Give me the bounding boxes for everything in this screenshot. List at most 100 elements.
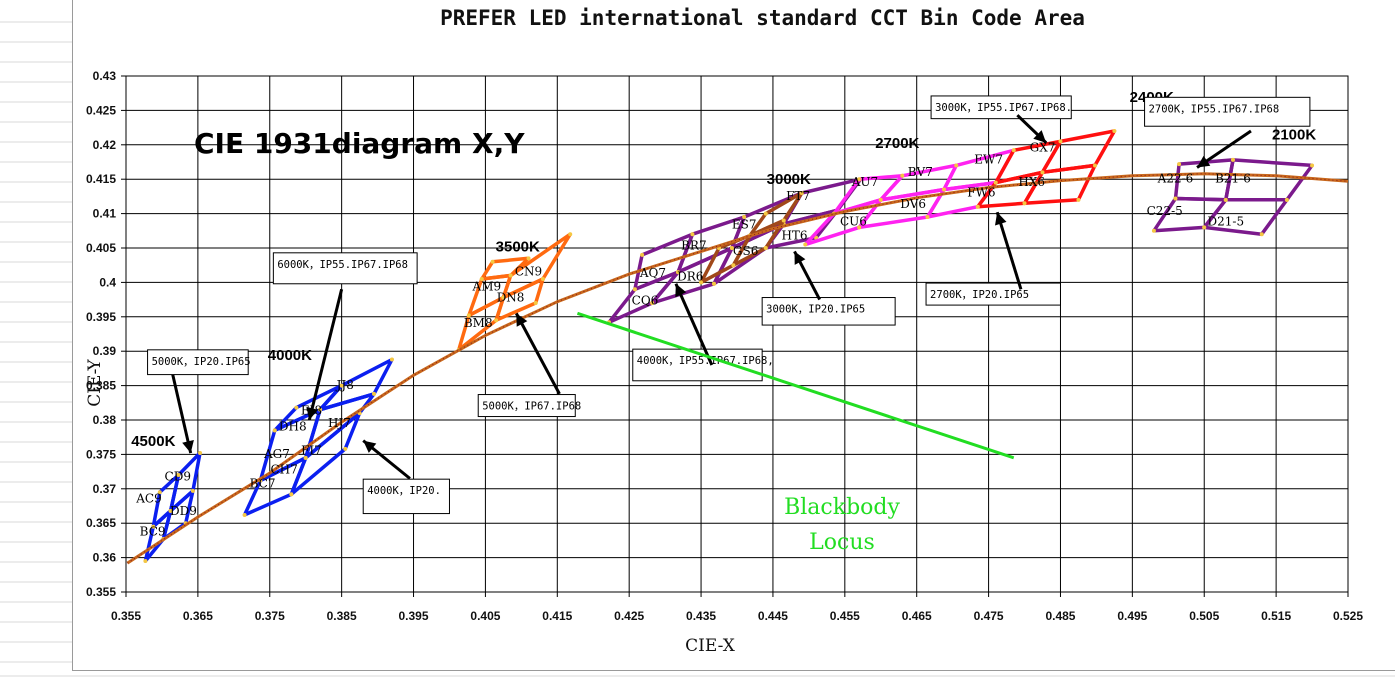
y-axis-label: CIE-Y [85, 358, 105, 406]
callout-box [362, 478, 450, 515]
bin-vertex [699, 280, 704, 285]
x-tick-label: 0.445 [758, 609, 788, 623]
bin-vertex [190, 488, 195, 493]
bin-code-label: CU6 [840, 214, 867, 228]
bin-vertex [731, 263, 736, 268]
bin-code-label: CH7 [271, 463, 298, 477]
bin-vertex [303, 455, 308, 460]
bin-vertex [479, 276, 484, 281]
bin-code-label: ES7 [732, 218, 757, 232]
bin-vertex [954, 163, 959, 168]
blackbody-locus-line [126, 172, 1349, 565]
bin-code-label: CN9 [515, 265, 542, 279]
bin-vertex [508, 273, 513, 278]
x-tick-label: 0.465 [902, 609, 932, 623]
x-tick-label: 0.425 [614, 609, 644, 623]
y-tick-label: 0.39 [93, 344, 117, 358]
callout-box [147, 349, 249, 376]
bin-vertex [1011, 148, 1016, 153]
bin-vertex [993, 180, 998, 185]
bin-code-label: D21-5 [1208, 214, 1245, 228]
cct-label: 3000K [767, 171, 811, 188]
bin-vertex [168, 508, 173, 513]
bin-vertex [157, 490, 162, 495]
x-tick-label: 0.435 [686, 609, 716, 623]
bin-vertex [676, 270, 681, 275]
bin-vertex [942, 187, 947, 192]
y-tick-label: 0.42 [93, 138, 117, 152]
bin-code-label: AC9 [135, 492, 161, 506]
callout-text: 5000K，IP20.IP65 [152, 356, 251, 368]
bin-vertex [533, 301, 538, 306]
bin-vertex [925, 215, 930, 220]
bin-vertex [729, 246, 734, 250]
bin-vertex [781, 218, 786, 223]
x-tick-label: 0.395 [399, 609, 429, 623]
diagram-subtitle: CIE 1931diagram X,Y [194, 127, 525, 160]
callout-text: 4000K，IP55.IP67.IP68, [637, 355, 774, 367]
callout-arrow-line [674, 283, 714, 366]
bin-code-label: BV7 [908, 165, 933, 179]
y-tick-label: 0.365 [86, 516, 116, 530]
y-tick-label: 0.4 [99, 275, 116, 289]
bin-code-label: GX7 [1030, 141, 1056, 155]
bin-vertex [878, 197, 883, 202]
bin-code-label: DN8 [497, 291, 525, 305]
y-tick-label: 0.355 [86, 585, 116, 599]
cct-label: 4000K [268, 347, 312, 364]
cct-label: 2100K [1272, 126, 1316, 143]
callout-text: 3000K，IP20.IP65 [766, 304, 865, 316]
bin-vertex [198, 451, 203, 456]
bin-vertex [501, 295, 506, 300]
bin-vertex [1230, 157, 1235, 162]
callout-arrow-line [307, 288, 344, 421]
callout-arrowhead [995, 212, 1007, 226]
bin-code-label: B21-6 [1215, 172, 1251, 186]
bin-vertex [1310, 163, 1315, 168]
cct-label: 2700K [875, 135, 919, 152]
bin-code-label: HJ7 [328, 416, 351, 430]
bin-vertex [763, 246, 768, 250]
bin-code-label: AM9 [472, 280, 502, 294]
locus-pointer-line [576, 311, 1015, 460]
bin-vertex [1058, 139, 1063, 144]
bin-vertex [640, 252, 645, 257]
x-tick-label: 0.455 [830, 609, 860, 623]
bin-vertex [632, 287, 637, 292]
bin-code-label: DR6 [677, 269, 703, 283]
x-axis-label: CIE-X [685, 636, 736, 656]
x-tick-label: 0.415 [542, 609, 572, 623]
bin-code-label: CQ6 [632, 293, 659, 307]
bin-vertex [900, 173, 905, 178]
x-tick-label: 0.355 [111, 609, 141, 623]
bin-code-label: FI7 [301, 443, 322, 457]
bin-vertex [294, 405, 299, 410]
bin-code-label: GS6 [733, 244, 758, 258]
callout-box [477, 394, 576, 418]
callout-arrowhead [516, 313, 528, 327]
bin-vertex [1112, 129, 1117, 134]
bin-code-label: DV6 [900, 197, 926, 211]
bin-vertex [1173, 196, 1178, 201]
bin-code-label: DH8 [279, 419, 307, 433]
bin-code-label: A22-6 [1157, 172, 1194, 186]
x-tick-label: 0.475 [974, 609, 1004, 623]
bin-vertex [690, 232, 695, 237]
bin-vertex [1223, 197, 1228, 202]
bin-code-label: BC9 [140, 525, 166, 539]
bin-vertex [272, 428, 277, 433]
callout-box [761, 297, 896, 326]
callout-box [1144, 96, 1311, 127]
callout-arrow-line [171, 374, 193, 454]
x-tick-label: 0.505 [1189, 609, 1219, 623]
x-tick-label: 0.515 [1261, 609, 1291, 623]
callout-text: 4000K，IP20. [367, 485, 441, 497]
x-tick-label: 0.525 [1333, 609, 1363, 623]
callout-box [925, 282, 1061, 306]
bin-vertex [1202, 225, 1207, 230]
callout-text: 5000K，IP67.IP68 [482, 401, 581, 413]
callout-text: 6000K，IP55.IP67.IP68 [277, 259, 408, 271]
callout-text: 3000K，IP55.IP67.IP68. [935, 102, 1072, 114]
bin-vertex [568, 232, 573, 237]
